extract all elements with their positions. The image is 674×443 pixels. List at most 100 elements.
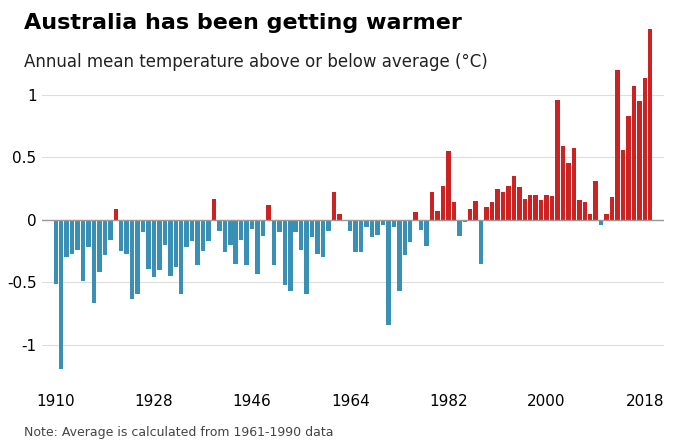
Bar bbox=[321, 220, 326, 257]
Bar bbox=[402, 220, 407, 255]
Text: Australia has been getting warmer: Australia has been getting warmer bbox=[24, 13, 462, 33]
Bar bbox=[250, 220, 254, 229]
Bar bbox=[277, 220, 282, 233]
Bar bbox=[501, 192, 506, 220]
Bar bbox=[59, 220, 63, 369]
Bar bbox=[468, 209, 472, 220]
Bar bbox=[305, 220, 309, 294]
Bar bbox=[621, 150, 625, 220]
Bar bbox=[195, 220, 200, 265]
Bar bbox=[261, 220, 266, 236]
Bar bbox=[561, 146, 565, 220]
Bar bbox=[533, 195, 538, 220]
Text: Annual mean temperature above or below average (°C): Annual mean temperature above or below a… bbox=[24, 53, 487, 71]
Bar bbox=[386, 220, 391, 325]
Bar bbox=[522, 198, 527, 220]
Bar bbox=[152, 220, 156, 277]
Bar bbox=[452, 202, 456, 220]
Bar bbox=[326, 220, 331, 231]
Bar bbox=[228, 220, 233, 245]
Bar bbox=[233, 220, 238, 264]
Bar bbox=[637, 101, 642, 220]
Bar bbox=[53, 220, 58, 284]
Bar bbox=[92, 220, 96, 303]
Bar bbox=[310, 220, 314, 237]
Bar bbox=[517, 187, 522, 220]
Bar bbox=[582, 202, 587, 220]
Bar bbox=[70, 220, 74, 254]
Bar bbox=[441, 186, 446, 220]
Bar bbox=[157, 220, 162, 270]
Bar bbox=[430, 192, 434, 220]
Bar bbox=[512, 176, 516, 220]
Bar bbox=[206, 220, 211, 241]
Bar bbox=[528, 195, 532, 220]
Bar bbox=[365, 220, 369, 227]
Bar bbox=[185, 220, 189, 247]
Bar bbox=[555, 100, 559, 220]
Bar bbox=[86, 220, 91, 247]
Bar bbox=[81, 220, 86, 281]
Bar bbox=[545, 195, 549, 220]
Bar bbox=[190, 220, 194, 241]
Bar bbox=[539, 200, 543, 220]
Bar bbox=[408, 220, 412, 242]
Bar bbox=[375, 220, 379, 235]
Bar bbox=[282, 220, 287, 285]
Bar bbox=[446, 151, 451, 220]
Bar bbox=[610, 197, 614, 220]
Bar bbox=[201, 220, 206, 251]
Bar bbox=[130, 220, 134, 299]
Bar bbox=[506, 186, 511, 220]
Bar bbox=[135, 220, 140, 294]
Bar bbox=[288, 220, 293, 291]
Bar bbox=[605, 214, 609, 220]
Bar bbox=[342, 220, 347, 221]
Bar bbox=[588, 214, 592, 220]
Bar bbox=[239, 220, 243, 240]
Bar bbox=[353, 220, 358, 253]
Bar bbox=[108, 220, 113, 240]
Bar bbox=[179, 220, 183, 294]
Bar bbox=[397, 220, 402, 291]
Bar bbox=[293, 220, 298, 233]
Bar bbox=[168, 220, 173, 276]
Bar bbox=[255, 220, 259, 274]
Bar bbox=[113, 209, 118, 220]
Bar bbox=[632, 86, 636, 220]
Bar bbox=[217, 220, 222, 231]
Bar bbox=[315, 220, 319, 254]
Bar bbox=[626, 116, 631, 220]
Bar bbox=[577, 200, 582, 220]
Bar bbox=[102, 220, 107, 255]
Bar bbox=[419, 220, 423, 230]
Bar bbox=[550, 196, 554, 220]
Bar bbox=[245, 220, 249, 265]
Bar bbox=[75, 220, 80, 250]
Bar bbox=[348, 220, 353, 231]
Bar bbox=[473, 201, 478, 220]
Bar bbox=[272, 220, 276, 265]
Bar bbox=[222, 220, 227, 253]
Bar bbox=[141, 220, 146, 233]
Bar bbox=[332, 192, 336, 220]
Bar bbox=[97, 220, 102, 272]
Bar bbox=[648, 30, 652, 220]
Bar bbox=[162, 220, 167, 245]
Bar bbox=[381, 220, 386, 225]
Bar bbox=[119, 220, 123, 251]
Bar bbox=[146, 220, 151, 269]
Bar bbox=[435, 211, 439, 220]
Bar bbox=[457, 220, 462, 236]
Bar bbox=[572, 148, 576, 220]
Bar bbox=[495, 189, 499, 220]
Bar bbox=[413, 212, 418, 220]
Bar bbox=[370, 220, 374, 237]
Bar bbox=[266, 205, 271, 220]
Bar bbox=[299, 220, 303, 250]
Bar bbox=[566, 163, 571, 220]
Bar bbox=[392, 220, 396, 227]
Bar bbox=[212, 198, 216, 220]
Bar bbox=[642, 78, 647, 220]
Bar bbox=[125, 220, 129, 254]
